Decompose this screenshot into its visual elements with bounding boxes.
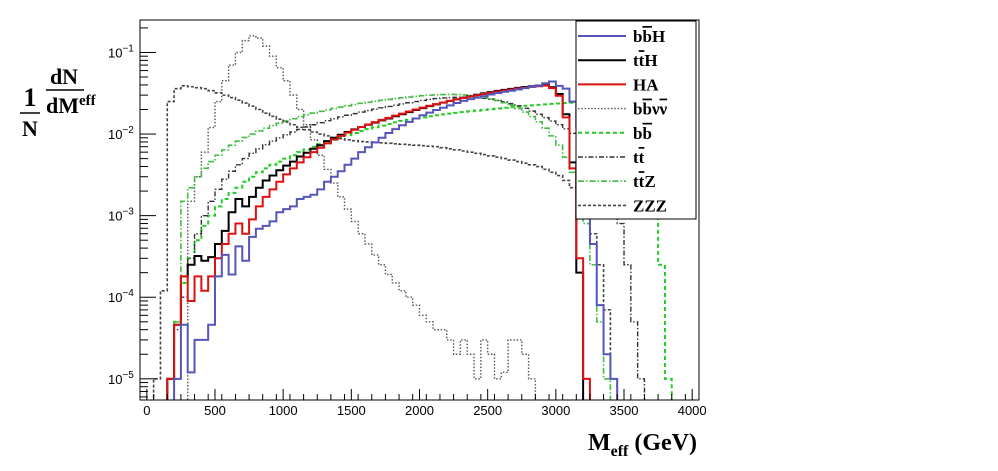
x-tick-label: 3500 <box>610 403 639 418</box>
svg-text:dN: dN <box>50 64 78 89</box>
x-tick-label: 1000 <box>269 403 298 418</box>
y-tick-label: 10−2 <box>108 125 134 142</box>
svg-text:N: N <box>22 116 38 141</box>
legend-label: ttH <box>633 51 658 70</box>
y-axis: 10−5 10−4 10−3 10−2 10−1 <box>108 27 156 398</box>
series-line-0 <box>173 80 619 400</box>
legend: bbH ttH HA bbνν bb tt ttZ ZZZ <box>575 20 697 220</box>
legend-label: tt <box>633 148 645 167</box>
y-tick-label: 10−3 <box>108 207 134 224</box>
legend-label: ttZ <box>633 172 656 191</box>
series-line-3 <box>187 35 537 400</box>
legend-label: bbνν <box>633 100 668 119</box>
series-line-6 <box>166 93 612 400</box>
x-tick-label: 500 <box>204 403 226 418</box>
legend-label: bb <box>633 124 652 143</box>
svg-text:1: 1 <box>24 83 37 112</box>
y-tick-label: 10−1 <box>108 43 134 60</box>
legend-label: bbH <box>633 27 665 46</box>
y-tick-label: 10−4 <box>108 288 134 305</box>
series-line-5 <box>166 96 646 400</box>
x-tick-label: 2000 <box>405 403 434 418</box>
x-tick-label: 0 <box>143 403 150 418</box>
y-axis-title: 1 N dN dMeff <box>20 64 97 141</box>
x-tick-label: 2500 <box>473 403 502 418</box>
svg-text:dMeff: dMeff <box>46 93 97 118</box>
x-tick-label: 4000 <box>678 403 707 418</box>
legend-label: ZZZ <box>633 196 667 215</box>
y-tick-label: 10−5 <box>108 370 134 387</box>
x-tick-label: 1500 <box>337 403 366 418</box>
x-axis-title: Meff (GeV) <box>588 430 697 460</box>
x-axis: 0 500 1000 1500 2000 2500 3000 3500 4000 <box>139 389 707 418</box>
x-tick-label: 3000 <box>541 403 570 418</box>
series-line-7 <box>152 85 618 400</box>
legend-label: HA <box>633 75 659 94</box>
